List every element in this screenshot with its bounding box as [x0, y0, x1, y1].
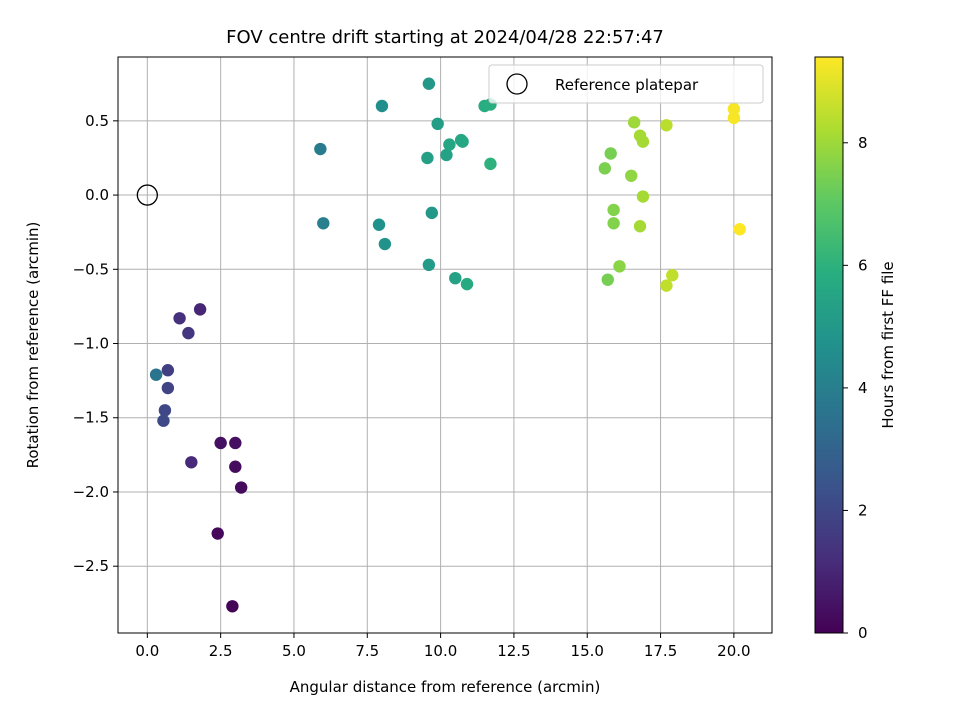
- colorbar-label: Hours from first FF file: [879, 261, 897, 428]
- reference-platepar-marker: [136, 184, 158, 206]
- data-point: [460, 277, 474, 291]
- legend-marker-icon: [506, 73, 528, 95]
- data-point: [421, 151, 434, 165]
- y-tick-label: −1.0: [73, 335, 109, 353]
- data-point: [185, 456, 198, 469]
- reference-marker: [136, 184, 158, 206]
- x-tick-label: 20.0: [717, 642, 750, 660]
- y-tick-label: 0.5: [85, 112, 109, 130]
- legend-box: [488, 64, 764, 104]
- data-point: [149, 368, 163, 381]
- data-point: [636, 135, 650, 148]
- y-tick-label: −2.0: [73, 483, 109, 501]
- data-point: [440, 148, 453, 162]
- data-point: [161, 364, 175, 377]
- data-point: [456, 135, 469, 148]
- data-point: [733, 223, 746, 236]
- colorbar-tick-label: 2: [858, 501, 868, 519]
- data-point: [660, 119, 673, 132]
- data-point: [601, 273, 614, 286]
- data-point: [211, 527, 224, 540]
- x-axis-label: Angular distance from reference (arcmin): [290, 678, 601, 696]
- data-point: [484, 157, 497, 171]
- data-point: [727, 102, 741, 116]
- data-point: [422, 77, 436, 90]
- data-point: [161, 381, 175, 395]
- x-axis-ticks: 0.0 2.5 5.0 7.5 10.0 12.5 15.0 17.5 20.0: [135, 633, 751, 660]
- data-point: [627, 116, 641, 129]
- data-point: [422, 258, 436, 272]
- grid-lines: [118, 57, 772, 633]
- data-point: [193, 303, 207, 316]
- data-point: [660, 279, 673, 292]
- data-point: [449, 271, 462, 285]
- data-point: [425, 206, 439, 220]
- x-tick-label: 10.0: [424, 642, 457, 660]
- data-point: [607, 203, 620, 217]
- colorbar-tick-label: 8: [858, 134, 868, 152]
- y-axis-ticks: −2.5 −2.0 −1.5 −1.0 −0.5 0.0 0.5: [73, 112, 118, 575]
- data-point: [182, 326, 195, 340]
- data-point: [613, 260, 626, 273]
- data-point: [214, 436, 227, 450]
- data-point: [431, 117, 444, 131]
- data-point: [375, 99, 389, 113]
- x-tick-label: 0.0: [135, 642, 159, 660]
- y-tick-label: −1.5: [73, 409, 109, 427]
- colorbar-tick-label: 6: [858, 256, 868, 274]
- data-point: [666, 269, 679, 282]
- data-point: [229, 436, 242, 450]
- data-point: [372, 218, 386, 231]
- plot-frame: [117, 56, 773, 634]
- data-point: [598, 162, 612, 175]
- data-point: [317, 217, 330, 230]
- colorbar-tick-label: 0: [858, 624, 868, 642]
- data-point: [625, 169, 638, 182]
- colorbar-tick-label: 4: [858, 379, 868, 397]
- data-point: [727, 111, 741, 125]
- y-tick-label: −2.5: [73, 557, 109, 575]
- x-tick-label: 7.5: [355, 642, 379, 660]
- x-tick-label: 17.5: [644, 642, 677, 660]
- data-point: [314, 142, 327, 156]
- y-tick-label: 0.0: [85, 186, 109, 204]
- data-point: [226, 600, 239, 613]
- data-point: [633, 220, 647, 233]
- colorbar-ticks: 0 2 4 6 8: [843, 134, 868, 642]
- data-points: [149, 77, 746, 613]
- data-point: [229, 460, 242, 473]
- data-point: [607, 217, 620, 230]
- data-point: [443, 138, 456, 151]
- chart-title: FOV centre drift starting at 2024/04/28 …: [226, 27, 664, 48]
- data-point: [173, 312, 186, 325]
- data-point: [378, 237, 392, 251]
- legend-label: Reference platepar: [555, 76, 699, 94]
- x-tick-label: 2.5: [209, 642, 233, 660]
- x-tick-label: 5.0: [282, 642, 306, 660]
- x-tick-label: 12.5: [497, 642, 530, 660]
- x-tick-label: 15.0: [571, 642, 604, 660]
- data-point: [158, 404, 172, 417]
- legend: Reference platepar: [488, 64, 764, 104]
- colorbar-gradient: [814, 56, 844, 634]
- data-point: [234, 481, 248, 494]
- data-point: [636, 190, 650, 203]
- data-point: [157, 414, 170, 427]
- y-axis-label: Rotation from reference (arcmin): [24, 222, 42, 469]
- colorbar: 0 2 4 6 8 Hours from first FF file: [814, 56, 897, 642]
- y-tick-label: −0.5: [73, 260, 109, 278]
- data-point: [604, 147, 617, 160]
